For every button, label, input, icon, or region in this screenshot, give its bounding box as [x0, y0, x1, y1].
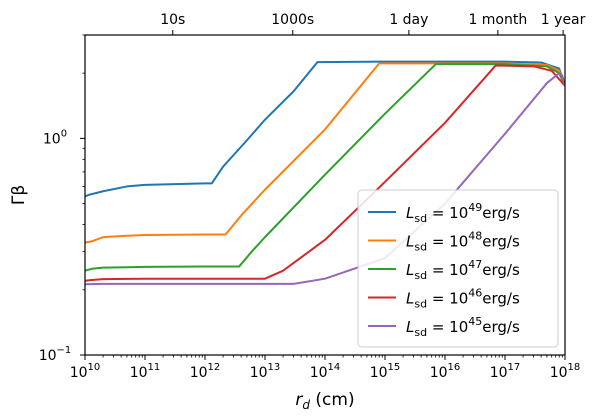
top-tick-label: 1 day [389, 12, 428, 28]
y-axis-label: Γβ [9, 185, 29, 205]
x-tick-label: 1015 [370, 362, 401, 381]
series-line-49 [85, 60, 565, 198]
legend-entry: Lsd = 1048erg/s [406, 230, 520, 254]
ticks-layer: 1010 1011 1012 1013 1014 1015 1016 1017 1018 10−1… [39, 12, 586, 381]
top-tick-label: 1 year [541, 12, 586, 28]
x-tick-label: 1013 [250, 362, 281, 381]
y-tick-label: 10−1 [39, 345, 72, 364]
series-line-48 [85, 62, 565, 244]
x-tick-label: 1016 [430, 362, 461, 381]
series-line-46 [85, 64, 565, 282]
x-axis-label: rd (cm) [295, 390, 354, 412]
series-line-45 [85, 72, 565, 286]
legend: Lsd = 1049erg/s Lsd = 1048erg/s Lsd = 1047… [357, 189, 559, 348]
x-tick-label: 1011 [130, 362, 161, 381]
top-tick-label: 10s [160, 12, 185, 28]
y-tick-label: 100 [43, 128, 67, 147]
x-tick-label: 1017 [490, 362, 521, 381]
x-tick-label: 1010 [70, 362, 101, 381]
legend-entry: Lsd = 1049erg/s [406, 201, 520, 225]
legend-entry: Lsd = 1047erg/s [406, 258, 520, 282]
legend-entry: Lsd = 1045erg/s [406, 315, 520, 339]
legend-entry: Lsd = 1046erg/s [406, 287, 520, 311]
top-tick-label: 1000s [271, 12, 314, 28]
x-tick-label: 1012 [190, 362, 221, 381]
legend-box [357, 189, 559, 348]
x-tick-label: 1018 [550, 362, 581, 381]
top-tick-label: 1 month [468, 12, 527, 28]
series-layer [85, 60, 565, 286]
x-tick-label: 1014 [310, 362, 341, 381]
